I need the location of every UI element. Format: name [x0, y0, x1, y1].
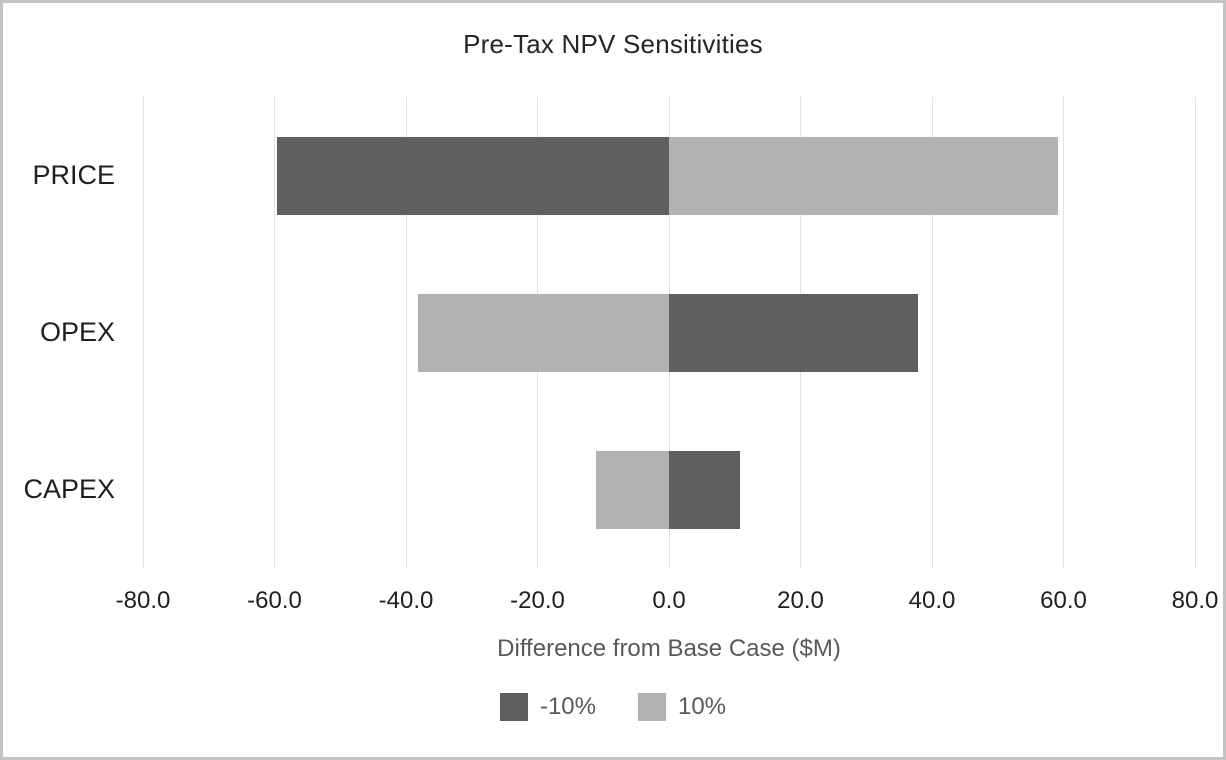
legend: -10% 10%	[3, 693, 1223, 721]
x-axis-tick-labels: -80.0 -60.0 -40.0 -20.0 0.0 20.0 40.0 60.0 80.0	[116, 587, 1219, 619]
gridline	[142, 97, 144, 568]
bar-capex-10pct	[596, 450, 669, 529]
legend-label-plus-10pct: 10%	[677, 693, 727, 720]
x-tick-label: -40.0	[378, 587, 434, 614]
bar-capex-minus10pct	[669, 450, 740, 529]
category-label-opex: OPEX	[39, 317, 115, 347]
legend-swatch-minus-10pct	[499, 693, 528, 721]
x-tick-label: -80.0	[115, 587, 171, 614]
gridline	[274, 97, 275, 568]
x-tick-label: -60.0	[247, 587, 302, 614]
gridline	[931, 97, 933, 568]
x-axis-title: Difference from Base Case ($M)	[497, 635, 841, 662]
x-tick-label: -20.0	[510, 587, 565, 614]
category-label-price: PRICE	[32, 160, 115, 190]
bar-opex-10pct	[417, 293, 669, 372]
bar-price-minus10pct	[277, 136, 669, 215]
legend-label-minus-10pct: -10%	[539, 693, 596, 720]
plot-area	[142, 97, 1196, 568]
x-tick-label: 60.0	[1040, 587, 1087, 614]
chart-title: Pre-Tax NPV Sensitivities	[463, 29, 763, 59]
gridline	[405, 97, 407, 568]
x-tick-label: 0.0	[652, 587, 686, 614]
legend-swatch-plus-10pct	[637, 693, 666, 721]
gridline	[1063, 97, 1064, 568]
category-label-capex: CAPEX	[23, 474, 115, 504]
bar-price-10pct	[669, 136, 1058, 215]
gridline	[1194, 97, 1196, 568]
x-tick-label: 40.0	[908, 587, 956, 614]
x-tick-label: 80.0	[1171, 587, 1219, 614]
bar-opex-minus10pct	[669, 293, 919, 372]
x-tick-label: 20.0	[777, 587, 824, 614]
